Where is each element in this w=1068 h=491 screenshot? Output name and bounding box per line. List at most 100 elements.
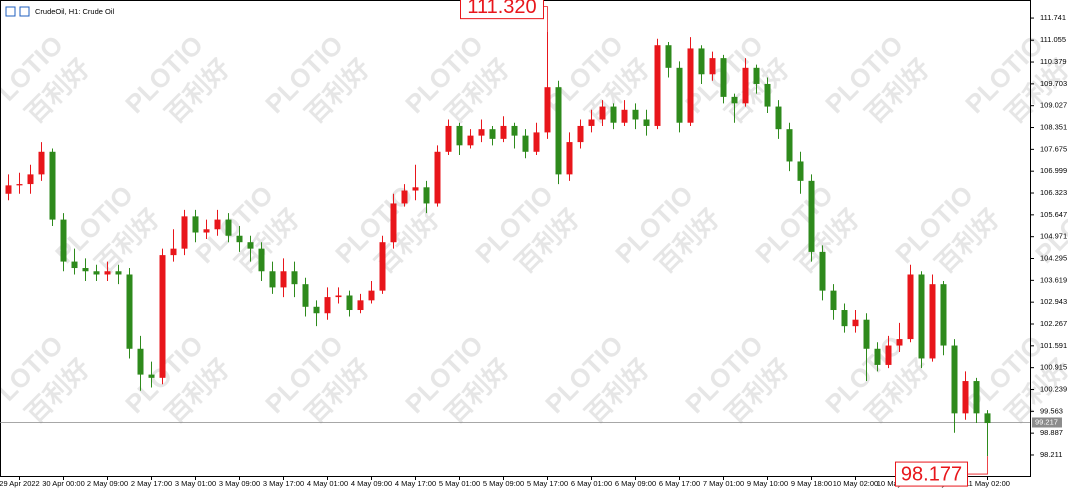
candle-body: [885, 345, 892, 365]
candle-body: [775, 106, 782, 130]
y-tick-label: 107.675: [1040, 144, 1067, 153]
candle-body: [16, 184, 23, 186]
candle-body: [643, 119, 650, 126]
candle-body: [940, 284, 947, 346]
x-tick-label: 4 May 01:00: [307, 479, 348, 488]
candle-body: [401, 190, 408, 204]
x-tick-label: 3 May 09:00: [219, 479, 260, 488]
candle-body: [247, 242, 254, 249]
candle-body: [390, 203, 397, 243]
y-tick-label: 110.379: [1040, 57, 1067, 66]
candle-body: [313, 306, 320, 314]
candle-body: [49, 151, 56, 220]
y-tick-label: 105.647: [1040, 210, 1067, 219]
x-tick-label: 2 May 09:00: [87, 479, 128, 488]
candle-body: [874, 348, 881, 365]
candle-body: [731, 96, 738, 104]
x-tick-label: 3 May 01:00: [175, 479, 216, 488]
candle-body: [665, 45, 672, 68]
x-tick-label: 29 Apr 2022: [0, 479, 40, 488]
candle-body: [489, 129, 496, 139]
icon: [19, 6, 30, 17]
y-tick-label: 99.563: [1040, 406, 1063, 415]
candle-body: [896, 339, 903, 346]
candle-body: [170, 248, 177, 256]
candle-body: [71, 261, 78, 269]
candle-body: [522, 135, 529, 152]
y-tick-label: 103.619: [1040, 275, 1067, 284]
candle-body: [764, 83, 771, 107]
candle-body: [621, 109, 628, 123]
candle-body: [368, 290, 375, 301]
annotation-box: [895, 461, 968, 487]
candle-body: [962, 381, 969, 414]
y-tick-label: 104.295: [1040, 253, 1067, 262]
annotation-leader: [543, 6, 548, 32]
x-tick-label: 11 May 02:00: [965, 479, 1010, 488]
candle-body: [951, 345, 958, 414]
annotation-leader: [967, 456, 988, 475]
candle-body: [478, 129, 485, 136]
y-tick-label: 109.703: [1040, 79, 1067, 88]
x-tick-label: 9 May 18:00: [791, 479, 832, 488]
candle-body: [357, 300, 364, 311]
candle-body: [797, 161, 804, 181]
y-tick-label: 102.943: [1040, 297, 1067, 306]
candle-body: [225, 219, 232, 236]
x-tick-label: 5 May 17:00: [527, 479, 568, 488]
candle-body: [214, 219, 221, 230]
y-tick-label: 108.351: [1040, 123, 1067, 132]
candle-body: [5, 185, 12, 194]
candle-body: [324, 297, 331, 314]
x-tick-label: 6 May 09:00: [615, 479, 656, 488]
candle-body: [126, 274, 133, 349]
candle-body: [599, 106, 606, 120]
x-tick-label: 6 May 17:00: [659, 479, 700, 488]
candle-body: [808, 180, 815, 252]
x-tick-label: 4 May 09:00: [351, 479, 392, 488]
candle-body: [577, 125, 584, 143]
candle-body: [93, 271, 100, 275]
candle-body: [60, 219, 67, 262]
candle-body: [632, 109, 639, 120]
candle-body: [566, 142, 573, 175]
chart-title: CrudeOil, H1: Crude Oil: [35, 7, 115, 16]
candle-body: [236, 235, 243, 243]
candle-body: [819, 251, 826, 291]
candle-body: [445, 125, 452, 152]
candle-body: [27, 174, 34, 185]
candle-body: [192, 216, 199, 233]
candle-body: [544, 87, 551, 133]
annotation-label: 98.177: [901, 463, 962, 485]
candle-body: [269, 271, 276, 288]
candle-body: [687, 48, 694, 123]
y-tick-label: 109.027: [1040, 101, 1067, 110]
y-tick-label: 111.055: [1040, 35, 1066, 44]
candle-body: [456, 125, 463, 146]
candle-body: [291, 271, 298, 285]
y-tick-label: 102.267: [1040, 319, 1067, 328]
candle-body: [82, 268, 89, 272]
candle-body: [742, 67, 749, 104]
candle-body: [676, 67, 683, 123]
candle-body: [830, 290, 837, 311]
x-tick-label: 3 May 17:00: [263, 479, 304, 488]
x-tick-label: 30 Apr 00:00: [42, 479, 85, 488]
candle-body: [412, 187, 419, 191]
candle-body: [148, 374, 155, 378]
candle-body: [379, 242, 386, 291]
x-tick-label: 9 May 10:00: [747, 479, 788, 488]
candle-body: [434, 151, 441, 204]
x-tick-label: 6 May 01:00: [571, 479, 612, 488]
annotation-label: 111.320: [467, 0, 536, 18]
candle-body: [181, 216, 188, 249]
candle-body: [280, 271, 287, 288]
candle-body: [984, 413, 991, 424]
candle-body: [918, 274, 925, 359]
candle-body: [104, 271, 111, 275]
candle-body: [511, 125, 518, 136]
candle-body: [346, 295, 353, 311]
y-tick-label: 100.239: [1040, 384, 1067, 393]
candle-body: [467, 135, 474, 146]
